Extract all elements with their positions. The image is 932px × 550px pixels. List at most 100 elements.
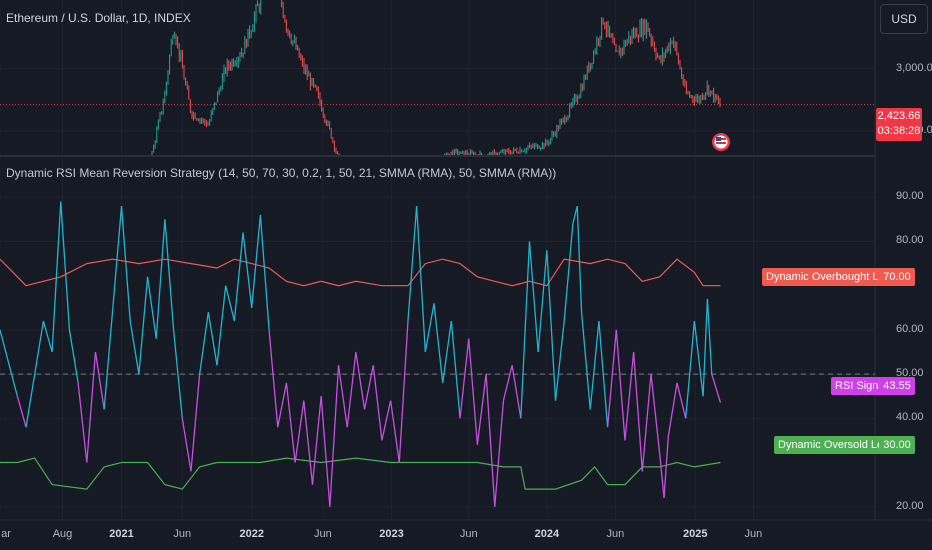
rsi-signal-segment bbox=[407, 206, 418, 322]
rsi-signal-segment bbox=[693, 320, 704, 397]
rsi-signal-segment bbox=[554, 320, 565, 401]
rsi-signal-segment bbox=[398, 321, 409, 463]
rsi-signal-segment bbox=[706, 298, 713, 375]
rsi-signal-segment bbox=[120, 206, 131, 322]
rsi-signal-segment bbox=[381, 400, 392, 441]
rsi-signal-segment bbox=[311, 396, 322, 485]
rsi-signal-segment bbox=[598, 320, 609, 428]
rsi-signal-segment bbox=[138, 276, 149, 375]
indicator-title[interactable]: Dynamic RSI Mean Reversion Strategy (14,… bbox=[6, 166, 557, 180]
rsi-signal-segment bbox=[355, 351, 366, 410]
symbol-title[interactable]: Ethereum / U.S. Dollar, 1D, INDEX bbox=[6, 11, 191, 25]
rsi-signal-segment bbox=[190, 374, 201, 472]
rsi-signal-segment bbox=[528, 241, 539, 353]
rsi-signal-segment bbox=[476, 374, 487, 445]
overbought-line bbox=[0, 258, 721, 287]
rsi-axis-tick: 60.00 bbox=[896, 322, 924, 335]
time-axis-tick: 2022 bbox=[239, 528, 264, 540]
oversold-legend-value: 30.00 bbox=[879, 436, 915, 454]
rsi-signal-segment bbox=[624, 351, 635, 441]
rsi-signal-segment bbox=[112, 206, 123, 308]
price-axis-tick: 3,000.00 bbox=[896, 61, 932, 74]
time-axis-tick: 2023 bbox=[379, 528, 404, 540]
rsi-signal-segment bbox=[77, 382, 88, 463]
rsi-signal-segment bbox=[164, 219, 175, 330]
rsi-signal-segment bbox=[285, 382, 296, 463]
last-price-tag: 2,423.66 03:38:28 bbox=[876, 108, 922, 141]
rsi-signal-segment bbox=[563, 223, 574, 322]
rsi-axis-tick: 80.00 bbox=[896, 234, 924, 247]
time-axis-tick: 2025 bbox=[683, 528, 708, 540]
rsi-signal-segment bbox=[207, 312, 218, 366]
rsi-signal-segment bbox=[294, 400, 305, 463]
oversold-legend-label: Dynamic Oversold Level bbox=[774, 436, 902, 454]
currency-button[interactable]: USD bbox=[880, 4, 928, 34]
rsi-signal-segment bbox=[129, 320, 140, 375]
signal-legend-value: 43.55 bbox=[879, 377, 915, 395]
rsi-signal-segment bbox=[277, 382, 288, 428]
overbought-legend-value: 70.00 bbox=[879, 268, 915, 286]
rsi-signal-segment bbox=[659, 453, 665, 498]
rsi-signal-segment bbox=[68, 329, 79, 384]
rsi-signal-segment bbox=[216, 285, 227, 366]
rsi-signal-segment bbox=[389, 400, 400, 463]
overbought-legend-label: Dynamic Overbought Level bbox=[762, 268, 903, 286]
grid-lines bbox=[0, 0, 875, 520]
time-axis-tick: Jun bbox=[173, 528, 192, 540]
rsi-signal-segment bbox=[580, 312, 591, 410]
rsi-signal-segment bbox=[346, 351, 357, 428]
time-axis-tick: ar bbox=[1, 528, 11, 540]
rsi-signal-segment bbox=[303, 400, 314, 485]
rsi-signal-segment bbox=[146, 276, 157, 339]
rsi-axis-tick: 40.00 bbox=[896, 411, 924, 424]
rsi-signal-segment bbox=[51, 201, 62, 353]
rsi-signal-segment bbox=[268, 329, 279, 428]
rsi-signal-segment bbox=[172, 329, 183, 419]
rsi-signal-segment bbox=[702, 298, 709, 397]
us-flag-icon[interactable] bbox=[712, 133, 730, 151]
rsi-signal-segment bbox=[485, 374, 496, 507]
time-axis-tick: Jun bbox=[744, 528, 763, 540]
time-axis-tick: Jun bbox=[606, 528, 625, 540]
time-axis-tick: 2021 bbox=[109, 528, 134, 540]
rsi-signal-segment bbox=[572, 205, 578, 224]
last-price-value: 2,423.66 bbox=[877, 110, 921, 122]
bar-countdown: 03:38:28 bbox=[877, 125, 921, 137]
rsi-signal-segment bbox=[251, 214, 262, 308]
rsi-signal-segment bbox=[468, 338, 479, 445]
rsi-signal-segment bbox=[433, 303, 444, 384]
rsi-signal-segment bbox=[494, 400, 505, 507]
signal-legend-label: RSI Signal bbox=[831, 377, 891, 395]
time-axis-tick: Jun bbox=[314, 528, 332, 540]
rsi-signal-segment bbox=[424, 303, 435, 353]
rsi-signal-segment bbox=[450, 320, 461, 419]
rsi-signal-segment bbox=[94, 351, 105, 410]
rsi-signal-segment bbox=[242, 232, 253, 308]
rsi-signal-segment bbox=[0, 329, 18, 397]
rsi-signal-segment bbox=[520, 241, 531, 419]
rsi-signal-segment bbox=[511, 365, 522, 419]
rsi-signal-segment bbox=[233, 232, 244, 322]
rsi-signal-segment bbox=[615, 329, 626, 441]
time-axis-tick: Jun bbox=[459, 528, 478, 540]
rsi-signal-segment bbox=[259, 214, 270, 330]
price-candles bbox=[151, 0, 721, 155]
rsi-signal-segment bbox=[676, 382, 687, 419]
rsi-axis-tick: 90.00 bbox=[896, 190, 924, 203]
rsi-signal-segment bbox=[650, 374, 661, 454]
rsi-signal-segment bbox=[459, 338, 470, 419]
rsi-signal-segment bbox=[667, 382, 678, 437]
rsi-signal-segment bbox=[181, 418, 192, 472]
rsi-signal-segment bbox=[546, 250, 557, 401]
rsi-signal-segment bbox=[25, 320, 45, 428]
rsi-signal-segment bbox=[537, 250, 548, 353]
rsi-signal-segment bbox=[60, 201, 71, 330]
rsi-signal-segment bbox=[337, 365, 348, 428]
rsi-signal-segment bbox=[372, 365, 383, 441]
rsi-signal-segment bbox=[103, 307, 114, 410]
time-axis-tick: Aug bbox=[52, 528, 73, 540]
rsi-signal-segment bbox=[329, 365, 340, 507]
rsi-axis-tick: 20.00 bbox=[896, 499, 924, 512]
time-axis-tick: 2024 bbox=[534, 528, 560, 540]
